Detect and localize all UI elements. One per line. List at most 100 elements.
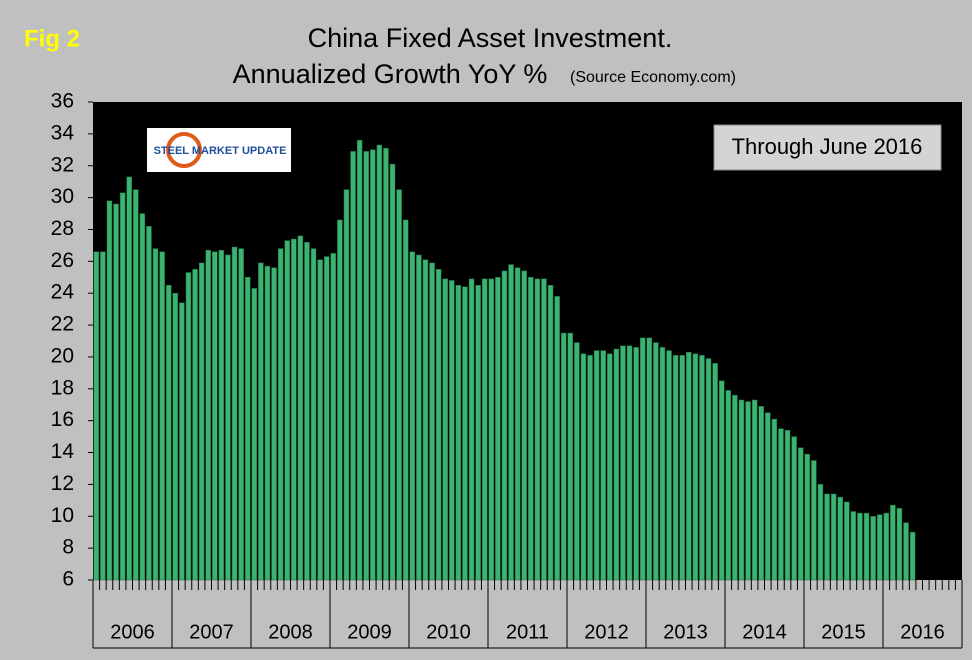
bar bbox=[639, 337, 646, 581]
x-tick-label: 2006 bbox=[110, 621, 155, 643]
annotation: Through June 2016 bbox=[732, 134, 923, 159]
bar bbox=[679, 355, 685, 581]
y-tick-label: 36 bbox=[51, 90, 74, 113]
bar bbox=[567, 332, 574, 581]
bar bbox=[547, 284, 554, 581]
bar bbox=[804, 453, 811, 581]
figure-label: Fig 2 bbox=[24, 25, 80, 52]
bar bbox=[93, 251, 100, 581]
chart-subtitle: Annualized Growth YoY % bbox=[233, 59, 548, 89]
bar bbox=[113, 203, 119, 581]
y-tick-label: 30 bbox=[51, 185, 74, 208]
bar bbox=[659, 347, 666, 581]
x-tick-label: 2016 bbox=[900, 621, 945, 643]
bar bbox=[212, 251, 218, 581]
bar bbox=[159, 251, 165, 581]
bar bbox=[264, 265, 271, 581]
bar bbox=[370, 149, 376, 581]
bar bbox=[909, 531, 916, 581]
x-tick-label: 2008 bbox=[268, 621, 313, 643]
bar bbox=[100, 251, 106, 581]
bar bbox=[620, 345, 626, 581]
y-tick-label: 18 bbox=[51, 376, 74, 399]
bar bbox=[389, 163, 396, 581]
bar bbox=[699, 355, 705, 581]
bar bbox=[784, 429, 791, 581]
bar bbox=[330, 253, 337, 581]
bar bbox=[890, 504, 896, 581]
x-tick-label: 2015 bbox=[821, 621, 866, 643]
bar bbox=[653, 342, 659, 581]
bar bbox=[185, 272, 192, 581]
logo-box bbox=[147, 128, 291, 172]
bar bbox=[758, 406, 764, 581]
bar bbox=[824, 493, 830, 581]
bar bbox=[291, 238, 297, 581]
bar bbox=[797, 447, 804, 581]
bar bbox=[560, 332, 567, 581]
bar bbox=[587, 355, 593, 581]
bar bbox=[363, 151, 369, 581]
bar bbox=[119, 192, 126, 581]
y-tick-label: 6 bbox=[62, 568, 74, 591]
bar bbox=[600, 350, 606, 581]
y-tick-label: 24 bbox=[51, 281, 75, 304]
bar bbox=[580, 353, 587, 581]
bar bbox=[442, 278, 448, 581]
bar bbox=[192, 269, 198, 581]
bar bbox=[350, 151, 356, 581]
y-tick-label: 26 bbox=[51, 249, 74, 272]
bar bbox=[508, 264, 514, 581]
bar bbox=[205, 249, 211, 581]
bar bbox=[231, 246, 238, 581]
bar bbox=[791, 436, 797, 581]
bar bbox=[903, 522, 909, 581]
bar bbox=[449, 280, 455, 581]
bar bbox=[732, 394, 738, 581]
bar bbox=[376, 144, 383, 581]
bar bbox=[534, 278, 541, 581]
y-tick-label: 12 bbox=[51, 472, 74, 495]
bar bbox=[317, 259, 323, 581]
x-tick-label: 2009 bbox=[347, 621, 392, 643]
bar bbox=[462, 286, 468, 581]
bar bbox=[896, 508, 903, 581]
bar bbox=[297, 235, 304, 581]
bar bbox=[468, 278, 475, 581]
bar bbox=[172, 292, 179, 581]
bar bbox=[284, 240, 290, 581]
bar bbox=[238, 248, 244, 581]
bar bbox=[165, 284, 172, 581]
bar bbox=[771, 418, 778, 581]
logo: STEEL MARKET UPDATE bbox=[154, 145, 287, 157]
bar bbox=[152, 248, 159, 581]
bar bbox=[521, 270, 527, 581]
bar bbox=[429, 262, 435, 581]
bar bbox=[686, 351, 692, 581]
bar bbox=[271, 267, 277, 581]
bar bbox=[475, 284, 481, 581]
bar bbox=[863, 512, 870, 581]
bar bbox=[146, 226, 152, 581]
bar bbox=[198, 262, 205, 581]
bar bbox=[692, 353, 699, 581]
bar bbox=[528, 277, 534, 581]
bar bbox=[323, 256, 330, 581]
bar bbox=[857, 512, 863, 581]
x-tick-label: 2007 bbox=[189, 621, 234, 643]
bar bbox=[244, 277, 251, 581]
bar bbox=[304, 241, 310, 581]
bar bbox=[337, 219, 343, 581]
bar bbox=[626, 345, 633, 581]
bar bbox=[778, 428, 784, 581]
chart-title: China Fixed Asset Investment. bbox=[308, 23, 673, 53]
bar bbox=[495, 277, 501, 581]
bar bbox=[396, 189, 402, 581]
bar bbox=[738, 399, 745, 581]
x-tick-label: 2011 bbox=[506, 621, 549, 643]
y-tick-label: 10 bbox=[51, 504, 74, 527]
x-tick-label: 2012 bbox=[584, 621, 629, 643]
bar bbox=[106, 200, 113, 581]
bar bbox=[541, 278, 547, 581]
